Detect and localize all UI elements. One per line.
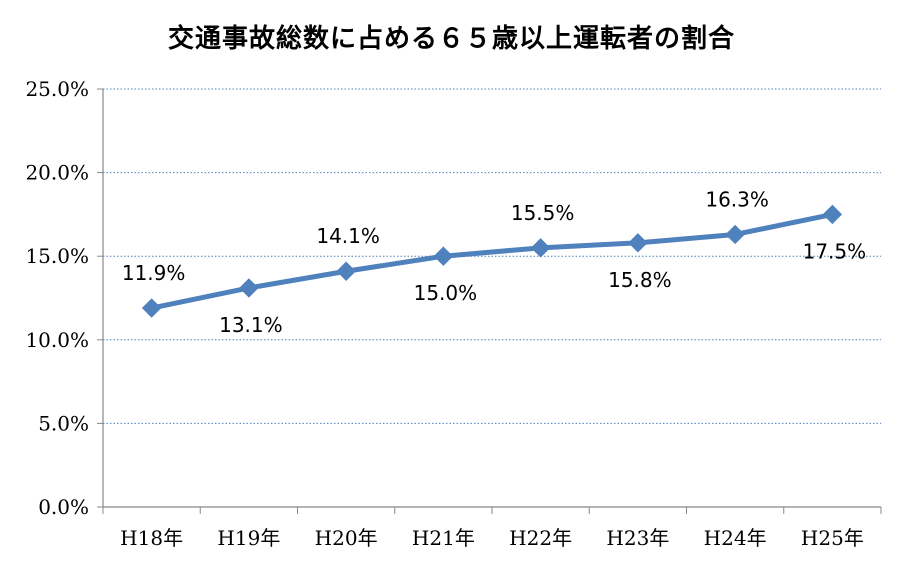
x-tick-label: H20年 <box>315 526 378 550</box>
data-point-marker <box>239 278 259 298</box>
data-point-marker <box>433 246 454 266</box>
x-tick-label: H23年 <box>606 526 669 550</box>
data-point-marker <box>725 224 745 245</box>
series-line <box>151 211 833 311</box>
y-tick-labels: 0.0% 5.0% 10.0% 15.0% 20.0% 25.0% <box>25 77 89 519</box>
series-markers <box>141 204 843 318</box>
data-label: 13.1% <box>219 313 283 337</box>
series-line-path <box>151 211 833 311</box>
y-tick-label: 20.0% <box>25 161 89 185</box>
x-tick-label: H24年 <box>704 526 767 550</box>
data-label: 15.0% <box>414 281 478 305</box>
x-tick-label: H21年 <box>412 526 475 550</box>
x-tick-labels: H18年 H19年 H20年 H21年 H22年 H23年 H24年 H25年 <box>120 526 864 550</box>
x-tick-label: H25年 <box>801 526 864 550</box>
data-point-marker <box>336 261 356 281</box>
data-label: 17.5% <box>803 239 867 263</box>
y-tick-label: 25.0% <box>25 77 89 101</box>
data-point-marker <box>628 233 648 253</box>
data-label: 16.3% <box>705 187 769 211</box>
y-tick-label: 10.0% <box>25 328 89 352</box>
y-tick-label: 5.0% <box>38 411 89 435</box>
x-tick-label: H22年 <box>509 526 572 550</box>
gridlines <box>103 88 881 424</box>
data-labels: 11.9% 13.1% 14.1% 15.0% 15.5% 15.8% 16.3% 17.5% <box>122 187 866 337</box>
data-label: 15.8% <box>608 268 672 292</box>
data-label: 14.1% <box>316 224 380 248</box>
data-point-marker <box>141 298 162 318</box>
data-label: 15.5% <box>511 201 575 225</box>
y-tick-label: 15.0% <box>25 244 89 268</box>
x-tick-label: H19年 <box>217 526 280 550</box>
data-point-marker <box>530 238 551 258</box>
y-tick-label: 0.0% <box>38 495 89 519</box>
data-point-marker <box>822 204 843 225</box>
axes <box>97 88 882 514</box>
data-label: 11.9% <box>122 261 186 285</box>
x-tick-label: H18年 <box>120 526 183 550</box>
chart-title: 交通事故総数に占める６５歳以上運転者の割合 <box>167 24 735 54</box>
